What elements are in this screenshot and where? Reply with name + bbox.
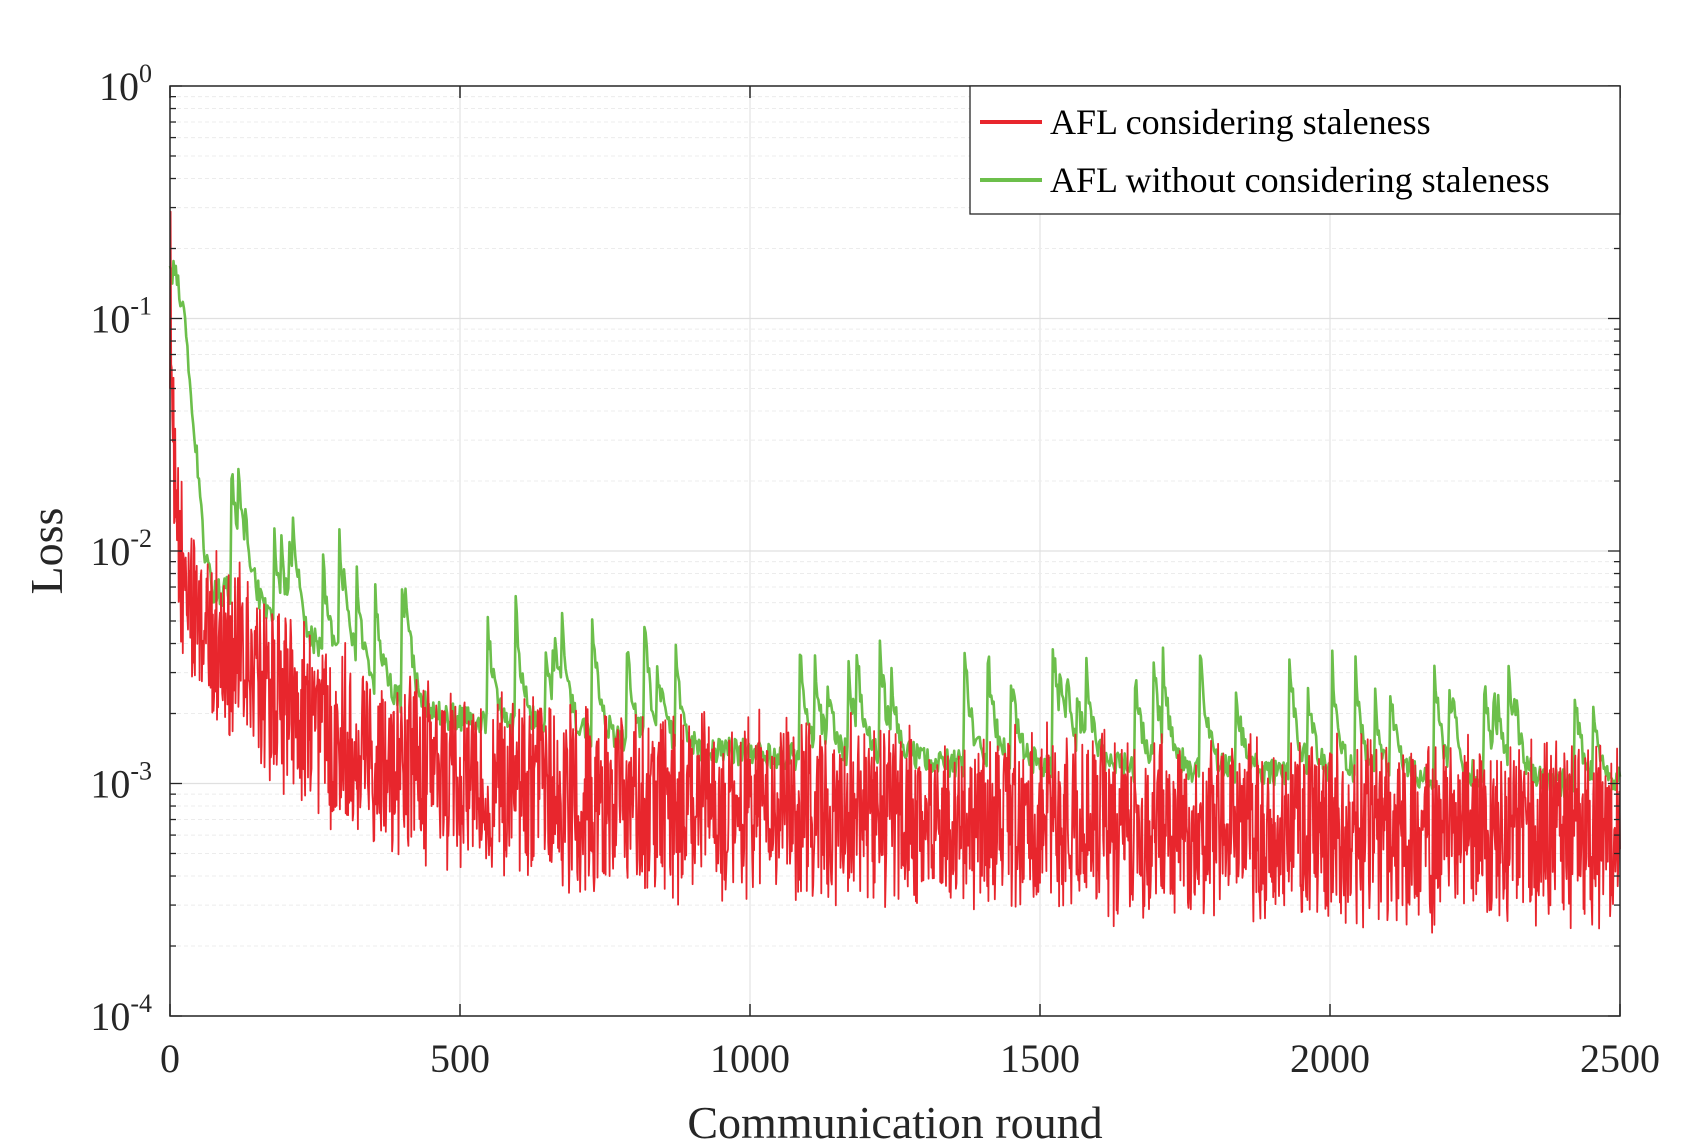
x-tick-label: 2000 <box>1290 1036 1370 1081</box>
series-line-afl-considering-staleness <box>169 210 1621 934</box>
y-tick-exponent: 0 <box>139 59 152 88</box>
legend-box <box>969 85 1621 215</box>
series-layer <box>168 210 1622 934</box>
y-tick-exponent: -1 <box>130 292 152 321</box>
legend-label: AFL considering staleness <box>1050 102 1431 142</box>
legend-label: AFL without considering staleness <box>1050 160 1550 200</box>
y-axis-label: Loss <box>21 508 72 595</box>
y-tick-label: 10-1 <box>90 292 152 342</box>
legend: AFL considering staleness AFL without con… <box>969 85 1621 215</box>
x-axis-label: Communication round <box>687 1097 1102 1144</box>
y-tick-label: 10-4 <box>90 989 152 1039</box>
x-tick-label: 0 <box>160 1036 180 1081</box>
y-tick-base: 10 <box>99 64 139 109</box>
series-line-afl-without-considering-staleness <box>168 259 1622 799</box>
y-tick-label: 10-3 <box>90 757 152 807</box>
y-tick-label: 10-2 <box>90 524 152 574</box>
y-tick-base: 10 <box>90 529 130 574</box>
x-tick-label: 500 <box>430 1036 490 1081</box>
y-tick-exponent: -3 <box>130 757 152 786</box>
x-tick-label: 1500 <box>1000 1036 1080 1081</box>
y-tick-base: 10 <box>90 297 130 342</box>
y-tick-label: 100 <box>99 59 152 109</box>
y-tick-exponent: -4 <box>130 989 152 1018</box>
y-tick-base: 10 <box>90 762 130 807</box>
y-tick-exponent: -2 <box>130 524 152 553</box>
x-tick-label: 1000 <box>710 1036 790 1081</box>
y-tick-base: 10 <box>90 994 130 1039</box>
x-tick-label: 2500 <box>1580 1036 1660 1081</box>
